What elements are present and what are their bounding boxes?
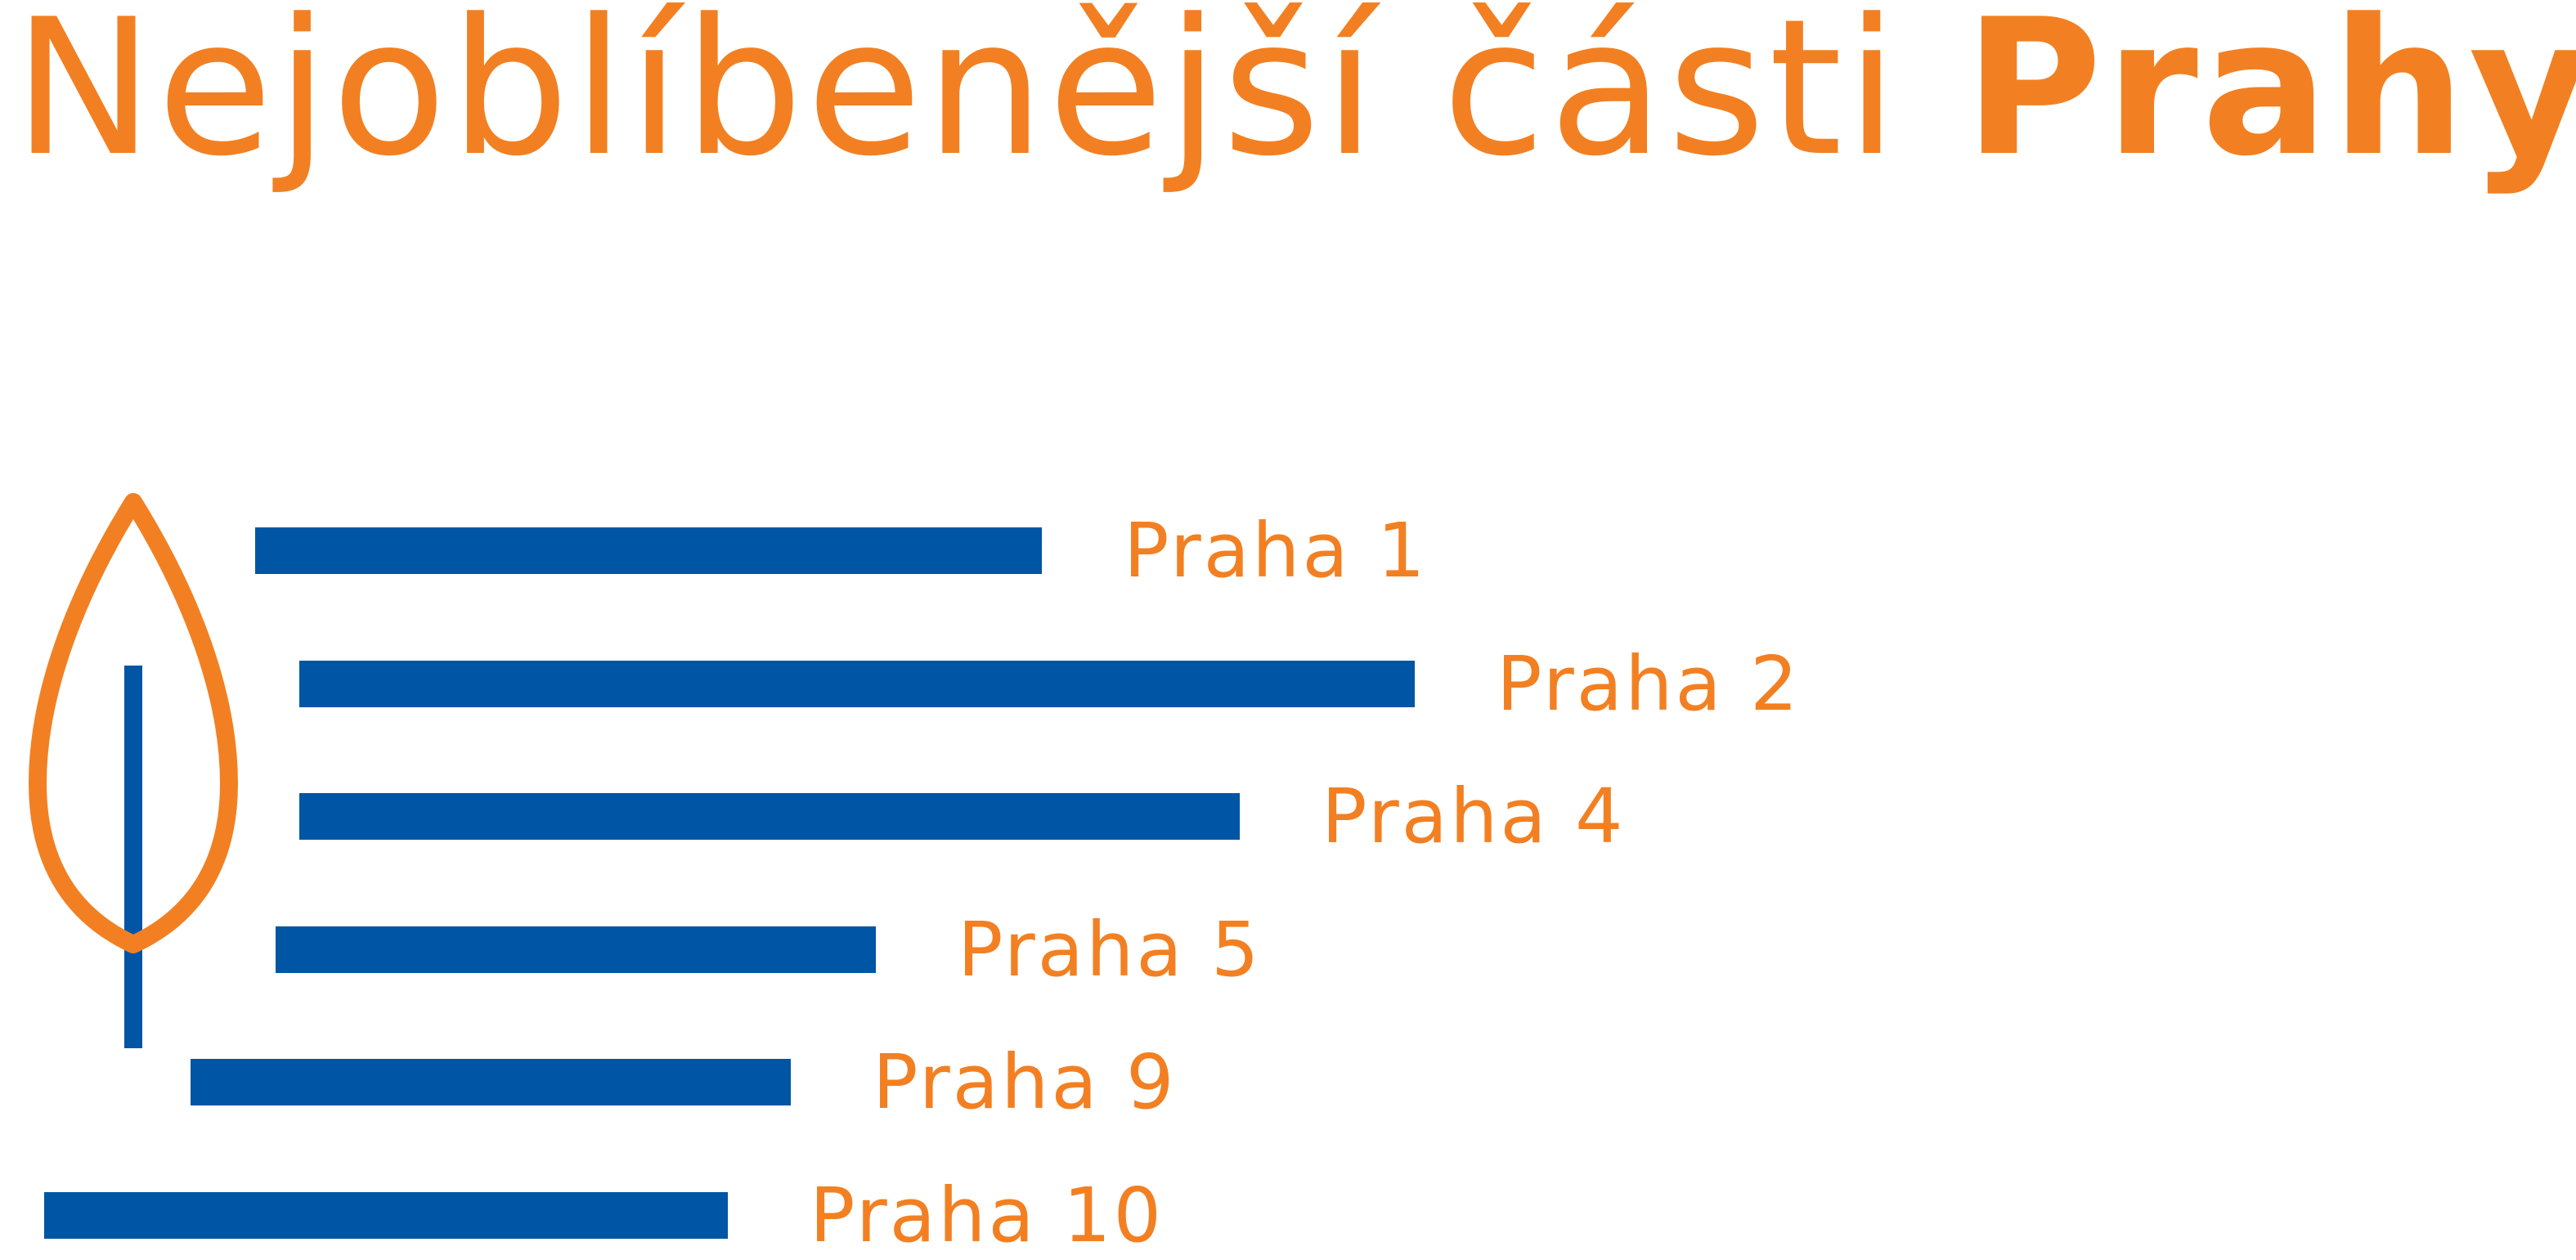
bar-praha-9 [191,1059,791,1105]
bar-label: Praha 9 [873,1038,1177,1126]
bar-praha-2 [299,661,1415,707]
title-emphasis: Prahy: [1963,0,2576,198]
bar-label: Praha 5 [958,906,1262,993]
leaf-outline [29,493,238,953]
bar-praha-1 [255,527,1042,574]
bar-praha-5 [276,926,876,973]
bar-label: Praha 2 [1497,640,1801,728]
title-text: Nejoblíbenější části [13,0,1964,198]
bar-label: Praha 1 [1124,507,1428,594]
bar-praha-10 [44,1192,728,1239]
bars-group: Praha 1 Praha 2 Praha 4 Praha 5 Praha 9 Praha… [44,507,1801,1259]
bar-praha-4 [299,793,1240,840]
bar-label: Praha 4 [1322,773,1626,860]
page-title: Nejoblíbenější části Prahy: [13,0,2576,183]
leaf-tree-icon [29,493,238,1048]
bar-label: Praha 10 [810,1172,1164,1259]
